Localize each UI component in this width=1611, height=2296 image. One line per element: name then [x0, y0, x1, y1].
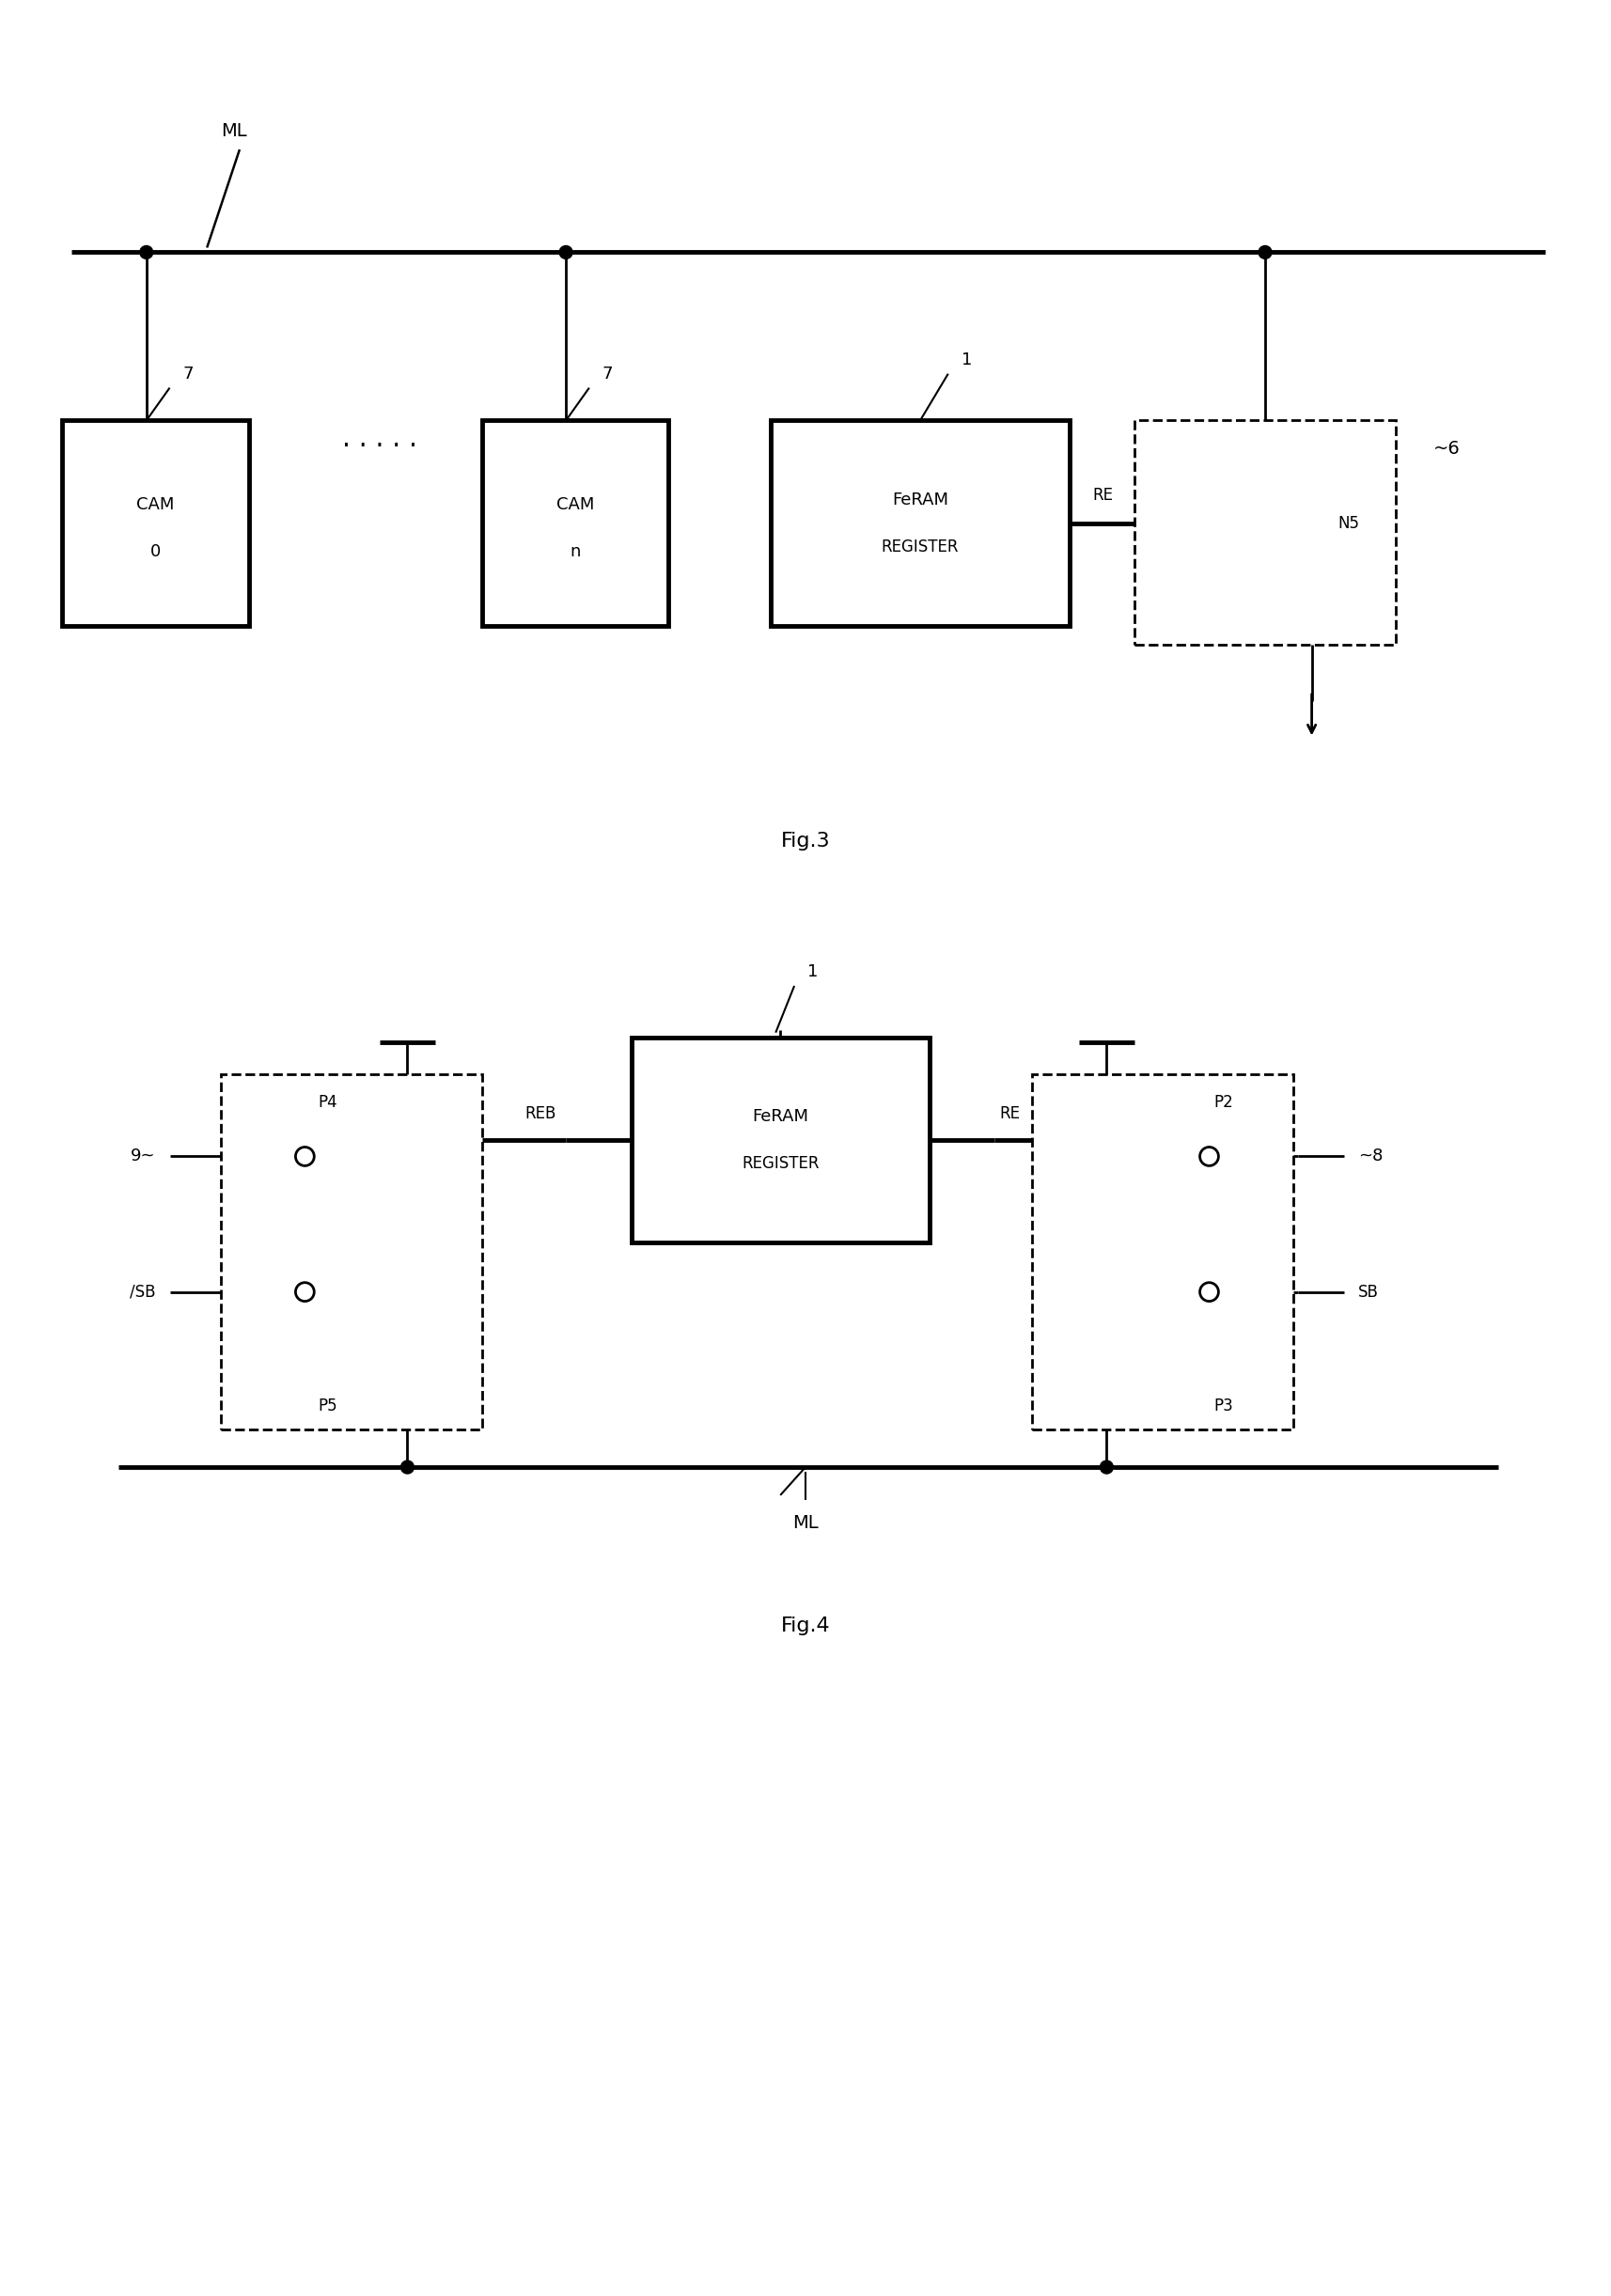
Text: CAM: CAM [556, 496, 594, 512]
Text: ~8: ~8 [1358, 1148, 1384, 1164]
Text: Fig.4: Fig.4 [781, 1616, 830, 1635]
Text: ~6: ~6 [1434, 439, 1461, 457]
Circle shape [295, 1148, 314, 1166]
Text: ML: ML [793, 1515, 818, 1531]
Text: 7: 7 [603, 365, 614, 381]
Text: 7: 7 [184, 365, 193, 381]
Bar [1033, 1075, 1294, 1430]
Text: N5: N5 [1339, 514, 1360, 533]
Text: FeRAM: FeRAM [892, 491, 949, 507]
Text: FeRAM: FeRAM [752, 1109, 809, 1125]
Text: . . . . .: . . . . . [342, 427, 417, 452]
Circle shape [1258, 246, 1271, 259]
Circle shape [140, 246, 153, 259]
Circle shape [401, 1460, 414, 1474]
Text: P5: P5 [319, 1398, 338, 1414]
Bar [63, 420, 250, 627]
Circle shape [1100, 1460, 1113, 1474]
Circle shape [559, 246, 572, 259]
Text: SB: SB [1358, 1283, 1379, 1300]
Text: P4: P4 [319, 1095, 338, 1111]
Text: CAM: CAM [137, 496, 174, 512]
Bar [632, 1038, 930, 1242]
Text: REGISTER: REGISTER [881, 537, 959, 556]
Text: 1: 1 [807, 964, 818, 980]
Text: n: n [570, 542, 580, 560]
Bar [1134, 420, 1395, 645]
Circle shape [1200, 1283, 1218, 1302]
Circle shape [1200, 1148, 1218, 1166]
Bar [772, 420, 1070, 627]
Text: 9~: 9~ [130, 1148, 156, 1164]
Text: P3: P3 [1213, 1398, 1234, 1414]
Text: 0: 0 [150, 542, 161, 560]
Text: ML: ML [221, 122, 246, 140]
Text: RE: RE [1092, 487, 1113, 503]
Text: P2: P2 [1213, 1095, 1234, 1111]
Text: Fig.3: Fig.3 [781, 831, 830, 850]
Circle shape [295, 1283, 314, 1302]
Text: /SB: /SB [130, 1283, 156, 1300]
Text: REB: REB [525, 1104, 556, 1123]
Bar [221, 1075, 482, 1430]
Bar [482, 420, 669, 627]
Text: 1: 1 [962, 351, 971, 367]
Text: RE: RE [999, 1104, 1020, 1123]
Text: REGISTER: REGISTER [741, 1155, 818, 1171]
